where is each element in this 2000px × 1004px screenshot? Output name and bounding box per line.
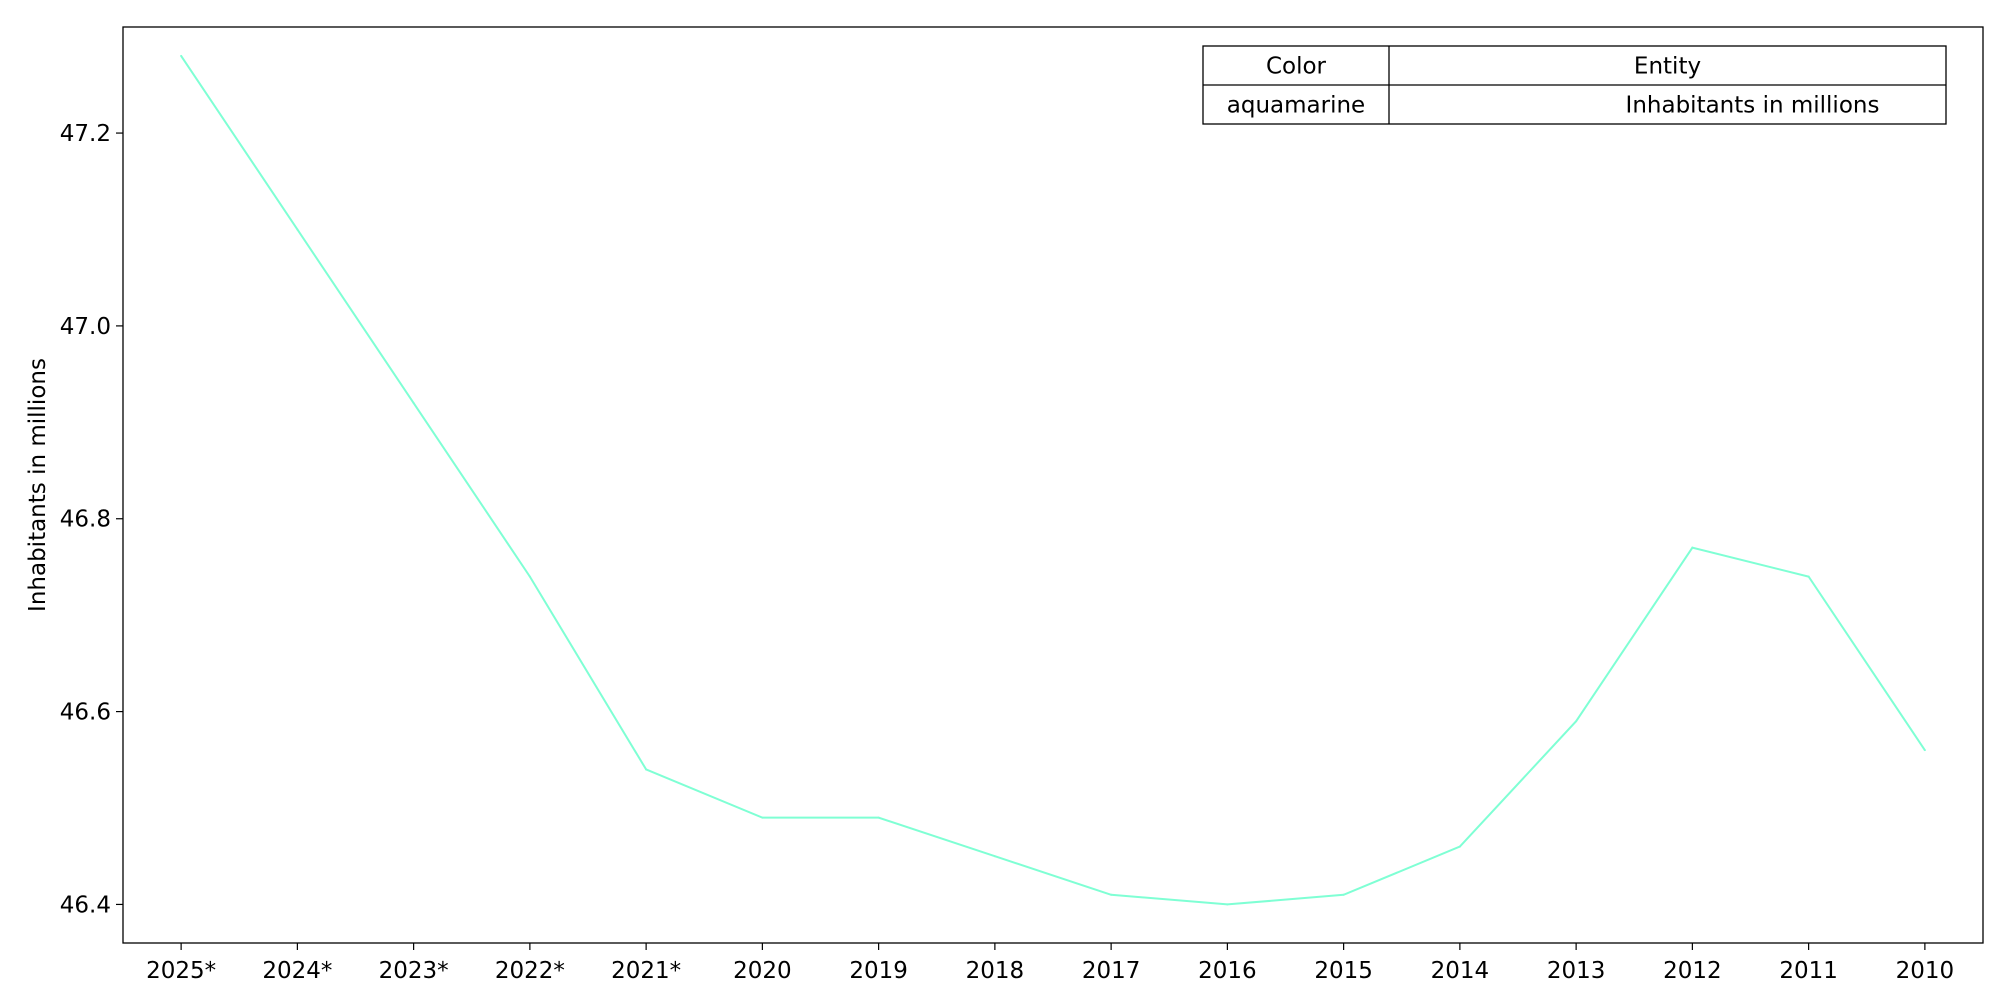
x-tick-label: 2019 bbox=[849, 958, 908, 984]
data-point-2022-proj bbox=[528, 575, 531, 578]
y-tick-label: 47.0 bbox=[60, 314, 111, 340]
data-point-2016 bbox=[1226, 903, 1229, 906]
x-tick-label: 2020 bbox=[733, 958, 792, 984]
data-point-2017 bbox=[1110, 893, 1113, 896]
x-tick-label: 2017 bbox=[1082, 958, 1141, 984]
x-tick-label: 2024* bbox=[262, 958, 332, 984]
data-point-2015 bbox=[1342, 893, 1345, 896]
series-line-0 bbox=[180, 55, 1926, 906]
x-tick-label: 2012 bbox=[1663, 958, 1722, 984]
data-point-2011 bbox=[1807, 575, 1810, 578]
x-tick-label: 2015 bbox=[1314, 958, 1373, 984]
x-tick-label: 2016 bbox=[1198, 958, 1257, 984]
data-point-2025-proj bbox=[180, 54, 183, 57]
data-point-2010 bbox=[1923, 749, 1926, 752]
y-axis-label: Inhabitants in millions bbox=[25, 358, 51, 612]
legend-entity-name: Inhabitants in millions bbox=[1626, 93, 1880, 119]
data-point-2023-proj bbox=[412, 402, 415, 405]
legend-header-color: Color bbox=[1266, 54, 1327, 80]
x-tick-label: 2025* bbox=[146, 958, 216, 984]
x-tick-label: 2021* bbox=[611, 958, 681, 984]
y-tick-label: 46.6 bbox=[60, 700, 111, 726]
axes-frame bbox=[122, 26, 1984, 944]
x-tick-label: 2013 bbox=[1547, 958, 1606, 984]
data-point-2024-proj bbox=[296, 228, 299, 231]
legend-color-name: aquamarine bbox=[1227, 93, 1365, 119]
data-point-2013 bbox=[1575, 720, 1578, 723]
data-point-2018 bbox=[993, 855, 996, 858]
data-point-2019 bbox=[877, 816, 880, 819]
data-point-2014 bbox=[1458, 845, 1461, 848]
data-point-2020 bbox=[761, 816, 764, 819]
y-tick-label: 47.2 bbox=[60, 121, 111, 147]
x-tick-label: 2014 bbox=[1431, 958, 1490, 984]
axes: 2025* 2024* 2023* 2022* 2021* 2020 2019 2018 201… bbox=[25, 26, 1984, 984]
data-point-2012 bbox=[1691, 546, 1694, 549]
y-tick-label: 46.4 bbox=[60, 892, 111, 918]
legend-table: Color Entity aquamarine Inhabitants in mill… bbox=[1202, 45, 1947, 125]
legend-header-entity: Entity bbox=[1634, 54, 1701, 80]
x-tick-label: 2018 bbox=[966, 958, 1025, 984]
x-tick-label: 2010 bbox=[1896, 958, 1955, 984]
x-tick-label: 2022* bbox=[495, 958, 565, 984]
x-tick-label: 2023* bbox=[379, 958, 449, 984]
data-point-2021-proj bbox=[645, 768, 648, 771]
plot-area bbox=[180, 54, 1926, 906]
x-tick-label: 2011 bbox=[1779, 958, 1838, 984]
y-tick-label: 46.8 bbox=[60, 507, 111, 533]
